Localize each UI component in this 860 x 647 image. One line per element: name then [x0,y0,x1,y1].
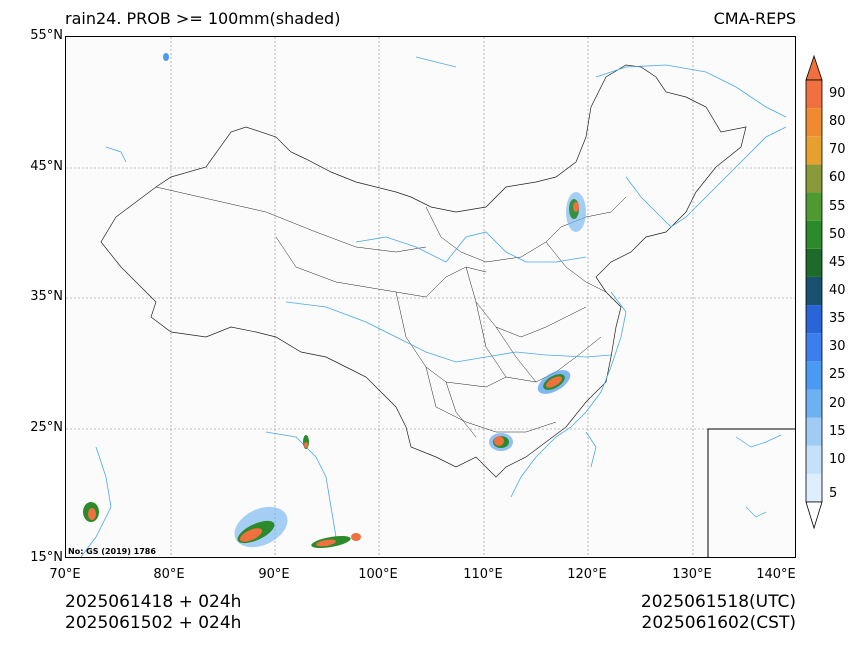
map-canvas [66,37,795,557]
init-time-cst: 2025061502 + 024h [65,613,242,633]
lon-tick-110: 110°E [463,567,503,582]
lon-tick-140: 140°E [756,567,796,582]
colorbar-label: 60 [829,170,846,186]
lon-tick-90: 90°E [258,567,290,582]
colorbar-extend-max [805,54,823,81]
colorbar-segment [806,164,822,193]
colorbar-label: 15 [829,423,846,439]
province-borders [155,186,627,438]
colorbar-label: 70 [829,142,846,158]
colorbar-segment [806,192,822,221]
init-times: 2025061418 + 024h 2025061502 + 024h [65,592,241,634]
colorbar-label: 40 [829,283,846,298]
map-title: rain24. PROB >= 100mm(shaded) [65,9,341,28]
probability-shading [83,53,586,549]
colorbar-segment [806,136,822,165]
colorbar [805,54,823,530]
colorbar-extend-min [805,501,823,530]
colorbar-label: 80 [829,114,846,130]
colorbar-label: 45 [829,254,846,270]
colorbar-label: 35 [829,311,846,327]
country-border [100,64,747,478]
colorbar-label: 10 [829,451,846,467]
lat-tick-55: 55°N [30,28,63,43]
lat-tick-45: 45°N [30,159,63,174]
colorbar-label: 90 [829,86,846,102]
south-china-sea-inset [707,428,795,557]
graticule [66,37,795,557]
colorbar-segment [806,389,822,418]
valid-times: 2025061518(UTC) 2025061602(CST) [641,592,796,634]
colorbar-segment [806,220,822,249]
lat-tick-35: 35°N [30,289,63,304]
colorbar-segment [806,445,822,474]
colorbar-segment [806,417,822,446]
colorbar-label: 50 [829,226,846,242]
valid-time-utc: 2025061518(UTC) [640,592,796,612]
colorbar-segment [806,276,822,306]
init-time-utc: 2025061418 + 024h [65,592,242,612]
colorbar-label: 5 [829,486,838,501]
model-name: CMA-REPS [713,9,796,28]
colorbar-segment [806,108,822,137]
colorbar-label: 20 [829,395,846,411]
colorbar-segment [806,361,822,390]
map-area [65,36,796,558]
lat-tick-25: 25°N [30,420,63,435]
colorbar-segment [806,305,822,334]
colorbar-label: 25 [829,367,846,383]
lat-tick-15: 15°N [30,550,63,565]
valid-time-cst: 2025061602(CST) [641,613,796,633]
colorbar-segment [806,473,822,502]
colorbar-label: 30 [829,339,846,355]
colorbar-segment [806,248,822,277]
lon-tick-100: 100°E [358,567,398,582]
colorbar-segment [806,333,822,362]
lon-tick-130: 130°E [672,567,712,582]
rivers-and-coast [80,56,787,557]
lon-tick-120: 120°E [567,567,607,582]
lon-tick-70: 70°E [49,567,81,582]
colorbar-segment [806,80,822,109]
colorbar-label: 55 [829,198,846,214]
map-approval-note: No: GS (2019) 1786 [68,547,156,556]
lon-tick-80: 80°E [153,567,185,582]
